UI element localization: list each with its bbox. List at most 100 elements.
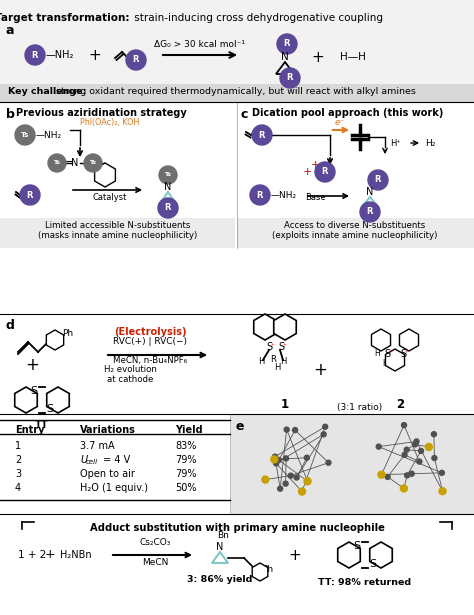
Polygon shape: [400, 329, 419, 351]
Circle shape: [323, 424, 328, 429]
Text: N: N: [281, 52, 289, 62]
Text: H: H: [274, 362, 280, 371]
Circle shape: [292, 427, 298, 432]
Circle shape: [277, 34, 297, 54]
Text: d: d: [6, 319, 15, 332]
Text: —NH₂: —NH₂: [36, 130, 62, 140]
Text: 3.7 mA: 3.7 mA: [80, 441, 115, 451]
Text: TT: TT: [35, 420, 49, 430]
Circle shape: [250, 185, 270, 205]
Text: H—H: H—H: [340, 52, 366, 62]
Text: (3:1 ratio): (3:1 ratio): [337, 403, 383, 412]
Text: 1 + 2: 1 + 2: [18, 550, 46, 560]
Text: R: R: [284, 39, 290, 49]
Circle shape: [280, 68, 300, 88]
Text: S: S: [30, 386, 37, 396]
Polygon shape: [252, 563, 268, 581]
Text: Base: Base: [305, 193, 325, 202]
Text: +: +: [89, 47, 101, 63]
Text: Access to diverse N-substituents: Access to diverse N-substituents: [284, 221, 426, 231]
Text: H₂NBn: H₂NBn: [60, 550, 91, 560]
Polygon shape: [338, 542, 360, 568]
Text: ⁺: ⁺: [283, 344, 287, 350]
Circle shape: [360, 202, 380, 222]
Text: N: N: [366, 187, 374, 197]
FancyBboxPatch shape: [0, 218, 235, 248]
Circle shape: [262, 476, 269, 483]
Text: ΔG₀ > 30 kcal mol⁻¹: ΔG₀ > 30 kcal mol⁻¹: [155, 40, 246, 49]
Text: U: U: [80, 455, 87, 465]
Text: Ph: Ph: [262, 566, 273, 574]
Text: +: +: [302, 167, 312, 177]
Circle shape: [425, 443, 432, 450]
Text: Dication pool approach (this work): Dication pool approach (this work): [252, 108, 443, 118]
Text: ⁺: ⁺: [271, 344, 275, 350]
Circle shape: [385, 474, 390, 479]
Text: S: S: [46, 404, 54, 414]
Text: Previous aziridination strategy: Previous aziridination strategy: [16, 108, 187, 118]
Text: strain-inducing cross dehydrogenative coupling: strain-inducing cross dehydrogenative co…: [131, 13, 383, 23]
Circle shape: [315, 162, 335, 182]
Text: R: R: [367, 207, 373, 216]
Text: Ts: Ts: [164, 172, 172, 178]
Text: 50%: 50%: [175, 483, 197, 493]
Text: S: S: [354, 541, 361, 551]
Text: +: +: [310, 160, 319, 170]
Circle shape: [414, 439, 419, 444]
Text: R: R: [259, 130, 265, 140]
Text: R: R: [270, 354, 276, 363]
Text: H: H: [258, 357, 264, 365]
Text: cell: cell: [86, 459, 98, 465]
Circle shape: [288, 473, 293, 478]
Text: —NH₂: —NH₂: [271, 191, 297, 199]
Text: +: +: [45, 549, 55, 561]
Circle shape: [278, 486, 283, 491]
Circle shape: [304, 455, 310, 460]
Circle shape: [376, 444, 381, 449]
Text: (Electrolysis): (Electrolysis): [114, 327, 186, 337]
Circle shape: [326, 460, 331, 465]
Circle shape: [417, 459, 422, 464]
Text: Yield: Yield: [175, 425, 202, 435]
Text: N: N: [164, 182, 172, 192]
Circle shape: [432, 456, 437, 461]
Circle shape: [401, 485, 408, 492]
Text: ⁺: ⁺: [389, 351, 393, 357]
Circle shape: [159, 166, 177, 184]
Text: 83%: 83%: [175, 441, 196, 451]
Text: 3: 86% yield: 3: 86% yield: [187, 575, 253, 584]
Circle shape: [409, 471, 414, 476]
Circle shape: [304, 478, 311, 485]
Text: PhI(OAc)₂, KOH: PhI(OAc)₂, KOH: [80, 119, 139, 127]
Text: H₂O (1 equiv.): H₂O (1 equiv.): [80, 483, 148, 493]
Text: +: +: [313, 361, 327, 379]
FancyBboxPatch shape: [230, 414, 474, 514]
Text: Ph: Ph: [62, 328, 73, 338]
Circle shape: [283, 481, 288, 486]
Text: +: +: [289, 547, 301, 563]
Text: c: c: [241, 108, 248, 121]
Text: R: R: [27, 191, 33, 199]
Text: 1: 1: [281, 398, 289, 411]
Circle shape: [283, 456, 289, 461]
Circle shape: [252, 125, 272, 145]
Circle shape: [405, 473, 410, 478]
Text: 2: 2: [396, 398, 404, 411]
Polygon shape: [46, 330, 64, 350]
Text: H₂: H₂: [425, 138, 436, 148]
Text: Catalyst: Catalyst: [93, 193, 127, 202]
Text: TT: 98% returned: TT: 98% returned: [319, 578, 411, 587]
Circle shape: [401, 423, 407, 427]
Circle shape: [273, 454, 277, 459]
Text: S: S: [400, 349, 406, 359]
Text: Limited accessible N-substituents: Limited accessible N-substituents: [46, 221, 191, 231]
Circle shape: [84, 154, 102, 172]
Text: RVC(+) | RVC(−): RVC(+) | RVC(−): [113, 338, 187, 346]
Circle shape: [273, 461, 279, 466]
Text: strong oxidant required thermodynamically, but will react with alkyl amines: strong oxidant required thermodynamicall…: [8, 87, 416, 97]
Circle shape: [271, 456, 278, 463]
Circle shape: [419, 448, 423, 453]
Circle shape: [404, 447, 409, 452]
Polygon shape: [95, 163, 115, 187]
Text: Ts: Ts: [21, 132, 29, 138]
